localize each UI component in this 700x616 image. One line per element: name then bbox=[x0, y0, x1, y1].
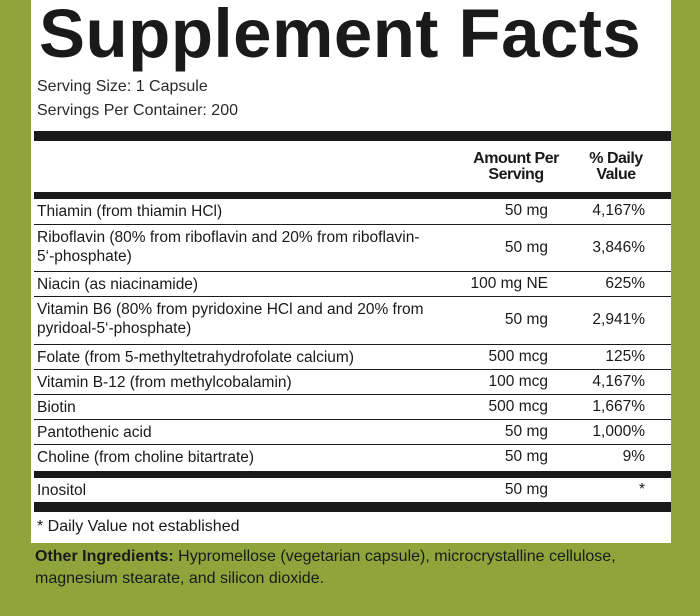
supplement-facts-panel: Supplement Facts Serving Size: 1 Capsule… bbox=[31, 0, 671, 543]
nutrient-daily-value: * bbox=[638, 481, 645, 498]
nutrient-row: Niacin (as niacinamide) 100 mg NE 625% bbox=[34, 272, 671, 297]
nutrient-name: Choline (from choline bitartrate) bbox=[37, 449, 255, 466]
footnote: * Daily Value not established bbox=[37, 518, 240, 535]
servings-per-container: Servings Per Container: 200 bbox=[37, 102, 238, 119]
nutrient-amount: 50 mg bbox=[504, 448, 548, 465]
nutrient-amount: 100 mg NE bbox=[470, 275, 548, 292]
other-ingredients: Other Ingredients: Hypromellose (vegetar… bbox=[35, 546, 675, 590]
nutrient-name: Biotin bbox=[37, 399, 76, 416]
nutrient-daily-value: 1,000% bbox=[592, 423, 645, 440]
nutrient-daily-value: 625% bbox=[605, 275, 645, 292]
nutrient-daily-value: 4,167% bbox=[592, 373, 645, 390]
nutrient-daily-value: 1,667% bbox=[592, 398, 645, 415]
other-ingredients-text: Hypromellose (vegetarian capsule), micro… bbox=[35, 548, 616, 587]
divider-thick bbox=[34, 131, 671, 141]
nutrient-row: Vitamin B-12 (from methylcobalamin) 100 m… bbox=[34, 370, 671, 395]
nutrient-amount: 50 mg bbox=[504, 311, 548, 328]
nutrient-amount: 500 mcg bbox=[488, 398, 548, 415]
nutrient-amount: 500 mcg bbox=[488, 348, 548, 365]
divider-thick bbox=[34, 471, 671, 478]
divider-thick bbox=[34, 192, 671, 199]
serving-size: Serving Size: 1 Capsule bbox=[37, 78, 208, 95]
nutrient-name: Vitamin B6 (80% from pyridoxine HCl and … bbox=[37, 301, 424, 337]
nutrient-row: Inositol 50 mg * bbox=[34, 478, 671, 501]
nutrient-name: Pantothenic acid bbox=[37, 424, 152, 441]
nutrient-daily-value: 9% bbox=[622, 448, 645, 465]
nutrient-daily-value: 3,846% bbox=[592, 239, 645, 256]
header-amount: Amount Per Serving bbox=[473, 150, 559, 183]
nutrient-row: Vitamin B6 (80% from pyridoxine HCl and … bbox=[34, 297, 671, 345]
nutrient-row: Choline (from choline bitartrate) 50 mg 9% bbox=[34, 445, 671, 471]
nutrient-row: Folate (from 5-methyltetrahydrofolate ca… bbox=[34, 345, 671, 370]
nutrient-daily-value: 125% bbox=[605, 348, 645, 365]
nutrient-name: Riboflavin (80% from riboflavin and 20% … bbox=[37, 229, 420, 265]
nutrient-name: Thiamin (from thiamin HCl) bbox=[37, 203, 223, 220]
nutrient-row: Biotin 500 mcg 1,667% bbox=[34, 395, 671, 420]
other-ingredients-label: Other Ingredients: bbox=[35, 548, 174, 565]
nutrient-amount: 50 mg bbox=[504, 202, 548, 219]
nutrient-name: Folate (from 5-methyltetrahydrofolate ca… bbox=[37, 349, 355, 366]
nutrient-daily-value: 2,941% bbox=[592, 311, 645, 328]
nutrient-name: Inositol bbox=[37, 482, 87, 499]
nutrient-amount: 50 mg bbox=[504, 239, 548, 256]
nutrient-row: Thiamin (from thiamin HCl) 50 mg 4,167% bbox=[34, 199, 671, 225]
nutrient-row: Pantothenic acid 50 mg 1,000% bbox=[34, 420, 671, 445]
nutrient-name: Niacin (as niacinamide) bbox=[37, 276, 199, 293]
nutrient-amount: 50 mg bbox=[504, 481, 548, 498]
nutrient-row: Riboflavin (80% from riboflavin and 20% … bbox=[34, 225, 671, 272]
divider-thick bbox=[34, 502, 671, 512]
header-daily-value: % Daily Value bbox=[589, 150, 643, 183]
nutrient-name: Vitamin B-12 (from methylcobalamin) bbox=[37, 374, 292, 391]
page-title: Supplement Facts bbox=[39, 0, 642, 72]
nutrient-amount: 50 mg bbox=[504, 423, 548, 440]
nutrient-daily-value: 4,167% bbox=[592, 202, 645, 219]
nutrient-amount: 100 mcg bbox=[488, 373, 548, 390]
